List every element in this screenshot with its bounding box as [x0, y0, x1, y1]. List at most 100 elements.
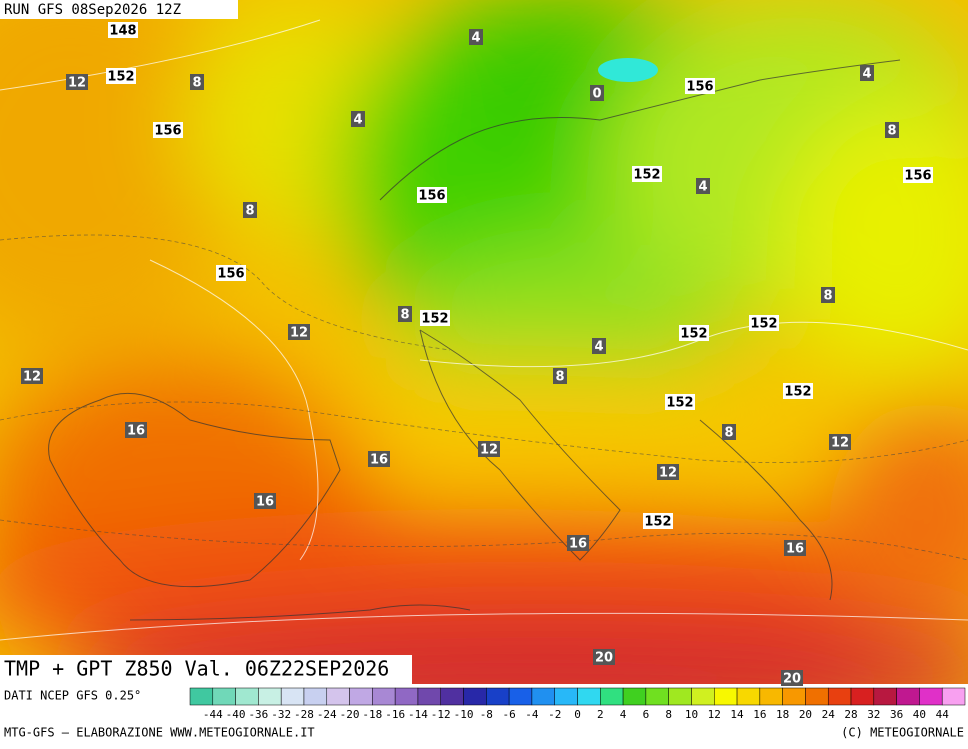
temperature-label: 12: [23, 370, 41, 385]
temperature-label-box: [696, 178, 710, 194]
colorbar-swatch: [782, 687, 806, 706]
temperature-label: 8: [400, 308, 409, 323]
temperature-label-box: [125, 422, 147, 438]
temperature-label: 8: [823, 289, 832, 304]
temperature-label-box: [243, 202, 257, 218]
colorbar-label: -16: [385, 708, 405, 721]
geopotential-label: 148: [109, 24, 136, 39]
colorbar-swatch: [235, 687, 259, 706]
geopotential-label-box: [420, 310, 450, 326]
geopotential-label: 156: [418, 189, 445, 204]
colorbar-label: 14: [730, 708, 744, 721]
colorbar-label: -18: [362, 708, 382, 721]
colorbar-swatch: [189, 687, 214, 706]
geopotential-label: 152: [633, 168, 660, 183]
colorbar-label: 16: [753, 708, 766, 721]
temperature-label-box: [567, 535, 589, 551]
colorbar-label: -2: [548, 708, 561, 721]
geopotential-label: 152: [107, 70, 134, 85]
colorbar-label: -12: [431, 708, 451, 721]
colorbar-label: 8: [665, 708, 672, 721]
colorbar-swatch: [896, 687, 920, 706]
colorbar-label: -14: [408, 708, 428, 721]
colorbar-swatch: [394, 687, 419, 706]
colorbar-swatch: [554, 687, 578, 706]
colorbar-label: 44: [936, 708, 950, 721]
geopotential-label: 156: [686, 80, 713, 95]
temperature-label: 4: [471, 31, 480, 46]
footer-right: (C) METEOGIORNALE: [841, 726, 964, 740]
temperature-label: 16: [569, 537, 587, 552]
temperature-label: 20: [595, 651, 613, 666]
temperature-label: 16: [370, 453, 388, 468]
temperature-label-box: [860, 65, 874, 81]
colorbar-swatch: [577, 687, 601, 706]
colorbar-swatch: [919, 687, 943, 706]
temperature-label: 4: [862, 67, 871, 82]
colorbar-label: 40: [913, 708, 926, 721]
geopotential-label: 156: [904, 169, 931, 184]
colorbar-label: 4: [620, 708, 627, 721]
source-label: DATI NCEP GFS 0.25°: [4, 689, 141, 703]
temperature-label-box: [351, 111, 365, 127]
temperature-label-box: [592, 338, 606, 354]
colorbar-label: -10: [454, 708, 474, 721]
colorbar-swatch: [417, 687, 441, 706]
temperature-label-box: [66, 74, 88, 90]
geopotential-label: 152: [644, 515, 671, 530]
colorbar-label: -6: [502, 708, 515, 721]
temperature-label: 20: [783, 672, 801, 687]
geopotential-label-box: [153, 122, 183, 138]
colorbar-label: 10: [685, 708, 698, 721]
colorbar-swatch: [873, 687, 897, 706]
temperature-label: 8: [724, 426, 733, 441]
title-box: [0, 655, 412, 684]
colorbar-label: 0: [574, 708, 581, 721]
colorbar-swatch: [645, 687, 669, 706]
colorbar-swatch: [714, 687, 738, 706]
colorbar-label: 12: [708, 708, 721, 721]
colorbar-swatch: [668, 687, 692, 706]
colorbar-swatch: [805, 687, 829, 706]
geopotential-label-box: [106, 68, 136, 84]
temperature-label-box: [722, 424, 736, 440]
colorbar-swatch: [258, 687, 282, 706]
contour-labels: 148 152 156 156 156 152 156 152 156 152 152 152 152 1…: [21, 22, 933, 687]
temperature-label: 8: [192, 76, 201, 91]
geopotential-label: 156: [217, 267, 244, 282]
colorbar-swatch: [941, 687, 966, 706]
colorbar-swatch: [850, 687, 875, 706]
temperature-label-box: [398, 306, 412, 322]
geopotential-label: 156: [154, 124, 181, 139]
colorbar-swatch: [212, 687, 236, 706]
colorbar-swatch: [486, 687, 510, 706]
colorbar-swatch: [622, 687, 647, 706]
geopotential-label-box: [749, 315, 779, 331]
colorbar-label: 24: [822, 708, 836, 721]
temperature-label: 0: [592, 87, 601, 102]
geopotential-label-box: [679, 325, 709, 341]
geopotential-label-box: [665, 394, 695, 410]
colorbar-label: -28: [294, 708, 314, 721]
temperature-label-box: [478, 441, 500, 457]
temperature-label-box: [821, 287, 835, 303]
geopotential-label-box: [903, 167, 933, 183]
colorbar-swatch: [440, 687, 464, 706]
map-title: TMP + GPT Z850 Val. 06Z22SEP2026: [4, 657, 389, 681]
colorbar-label: 32: [867, 708, 880, 721]
geopotential-label: 152: [680, 327, 707, 342]
geopotential-label: 152: [421, 312, 448, 327]
temperature-label: 4: [594, 340, 603, 355]
geopotential-label: 152: [750, 317, 777, 332]
colorbar-label: -40: [226, 708, 246, 721]
temperature-label: 12: [290, 326, 308, 341]
temperature-label-box: [885, 122, 899, 138]
temperature-label-box: [21, 368, 43, 384]
geopotential-label-box: [108, 22, 138, 38]
colorbar-label: 2: [597, 708, 604, 721]
temperature-label-box: [829, 434, 851, 450]
colorbar-swatch: [303, 687, 328, 706]
geopotential-label-box: [783, 383, 813, 399]
